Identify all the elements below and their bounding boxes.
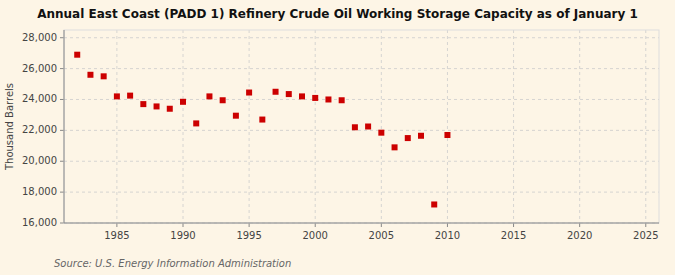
- grid-line-x: [116, 30, 117, 223]
- point: [246, 90, 252, 96]
- point: [114, 93, 120, 99]
- tick-label-x: 2025: [633, 230, 658, 241]
- point: [312, 95, 318, 101]
- point: [431, 201, 437, 207]
- tick-y: [60, 130, 64, 131]
- point: [339, 97, 345, 103]
- tick-y: [60, 192, 64, 193]
- grid-line-x: [645, 30, 646, 223]
- point: [220, 97, 226, 103]
- grid-line-y: [64, 223, 659, 224]
- tick-y: [60, 99, 64, 100]
- axes: 16,000 18,000 20,000 22,000 24,000 26,000 28,0…: [22, 30, 659, 241]
- point: [352, 124, 358, 130]
- point: [101, 73, 107, 79]
- point: [206, 93, 212, 99]
- tick-y: [60, 37, 64, 38]
- background: [0, 0, 675, 275]
- point: [299, 93, 305, 99]
- title: Annual East Coast (PADD 1) Refinery Crud…: [37, 7, 638, 21]
- tick-label-x: 2010: [435, 230, 460, 241]
- point: [87, 72, 93, 78]
- point: [233, 113, 239, 119]
- tick-label-y: 28,000: [22, 32, 57, 43]
- point: [418, 133, 424, 139]
- axis-line-x: [64, 223, 659, 224]
- point: [140, 101, 146, 107]
- grid: [64, 30, 659, 223]
- point: [286, 91, 292, 97]
- tick-label-x: 2005: [369, 230, 394, 241]
- point: [74, 52, 80, 58]
- point: [325, 96, 331, 102]
- y-axis-label: Thousand Barrels: [4, 83, 15, 171]
- tick-label-x: 1995: [236, 230, 261, 241]
- tick-label-y: 24,000: [22, 93, 57, 104]
- tick-x: [183, 223, 184, 227]
- point: [273, 89, 279, 95]
- tick-y: [60, 68, 64, 69]
- point: [154, 103, 160, 109]
- grid-line-y: [64, 192, 659, 193]
- tick-x: [315, 223, 316, 227]
- tick-y: [60, 223, 64, 224]
- tick-label-y: 20,000: [22, 155, 57, 166]
- tick-label-x: 1990: [170, 230, 195, 241]
- tick-label-y: 22,000: [22, 124, 57, 135]
- tick-label-y: 26,000: [22, 63, 57, 74]
- grid-line-x: [183, 30, 184, 223]
- source-note: Source: U.S. Energy Information Administ…: [54, 258, 291, 269]
- tick-label-x: 1985: [104, 230, 129, 241]
- grid-line-x: [381, 30, 382, 223]
- grid-line-y: [64, 99, 659, 100]
- grid-line-y: [64, 161, 659, 162]
- tick-x: [381, 223, 382, 227]
- grid-line-y: [64, 68, 659, 69]
- tick-label-x: 2000: [302, 230, 327, 241]
- point: [259, 117, 265, 123]
- plot-frame: [64, 30, 659, 223]
- point: [365, 124, 371, 130]
- point: [444, 132, 450, 138]
- points: [74, 52, 450, 208]
- tick-x: [447, 223, 448, 227]
- point: [127, 93, 133, 99]
- tick-label-y: 18,000: [22, 186, 57, 197]
- tick-label-y: 16,000: [22, 217, 57, 228]
- grid-line-x: [447, 30, 448, 223]
- grid-line-x: [579, 30, 580, 223]
- point: [405, 135, 411, 141]
- chart: 16,000 18,000 20,000 22,000 24,000 26,000 28,0…: [0, 0, 675, 275]
- tick-x: [513, 223, 514, 227]
- tick-x: [645, 223, 646, 227]
- tick-x: [249, 223, 250, 227]
- grid-line-x: [249, 30, 250, 223]
- point: [193, 120, 199, 126]
- tick-x: [116, 223, 117, 227]
- point: [378, 130, 384, 136]
- point: [392, 144, 398, 150]
- point: [167, 106, 173, 112]
- point: [180, 99, 186, 105]
- grid-line-x: [513, 30, 514, 223]
- grid-line-y: [64, 130, 659, 131]
- tick-x: [579, 223, 580, 227]
- axis-line-y: [64, 30, 65, 223]
- tick-label-x: 2020: [567, 230, 592, 241]
- tick-label-x: 2015: [501, 230, 526, 241]
- grid-line-x: [315, 30, 316, 223]
- grid-line-y: [64, 37, 659, 38]
- tick-y: [60, 161, 64, 162]
